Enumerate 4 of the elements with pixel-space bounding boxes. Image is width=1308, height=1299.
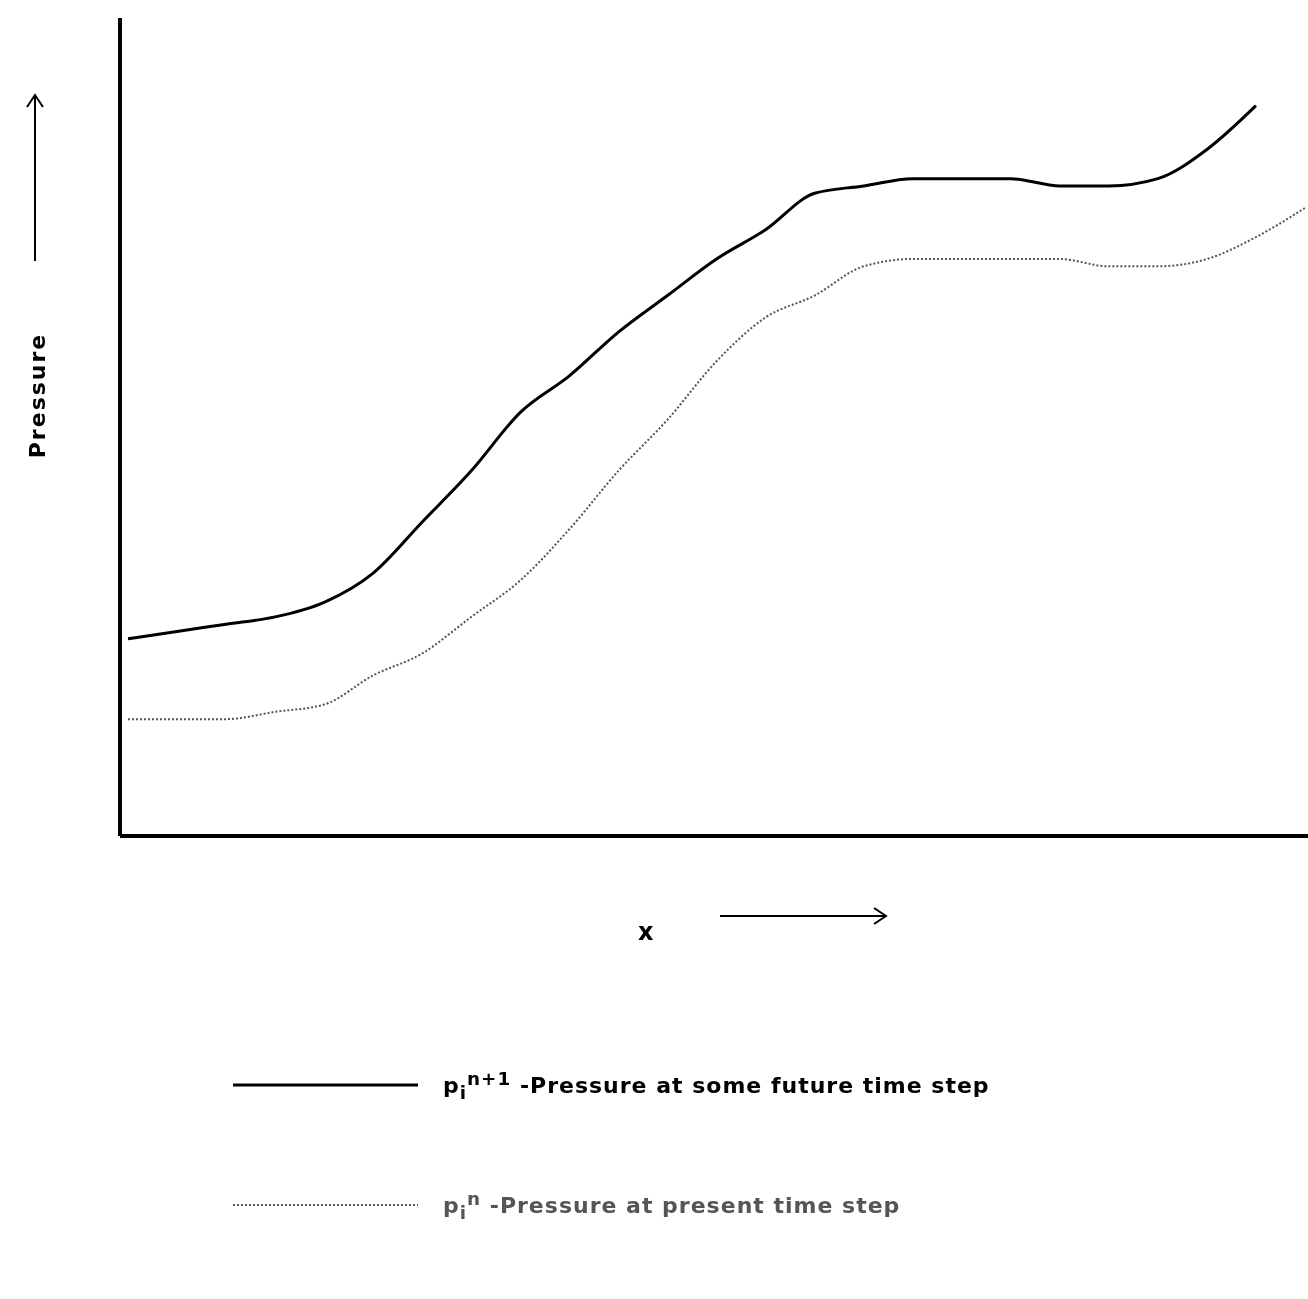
- text: p$_{i}$$^{n+1}$ -Pressure at some future time step: [443, 1067, 990, 1103]
- x-axis-title: x: [638, 918, 654, 946]
- y-axis-title: Pressure: [24, 331, 50, 461]
- text: p$_{i}$$^{n}$ -Pressure at present time step: [443, 1187, 901, 1223]
